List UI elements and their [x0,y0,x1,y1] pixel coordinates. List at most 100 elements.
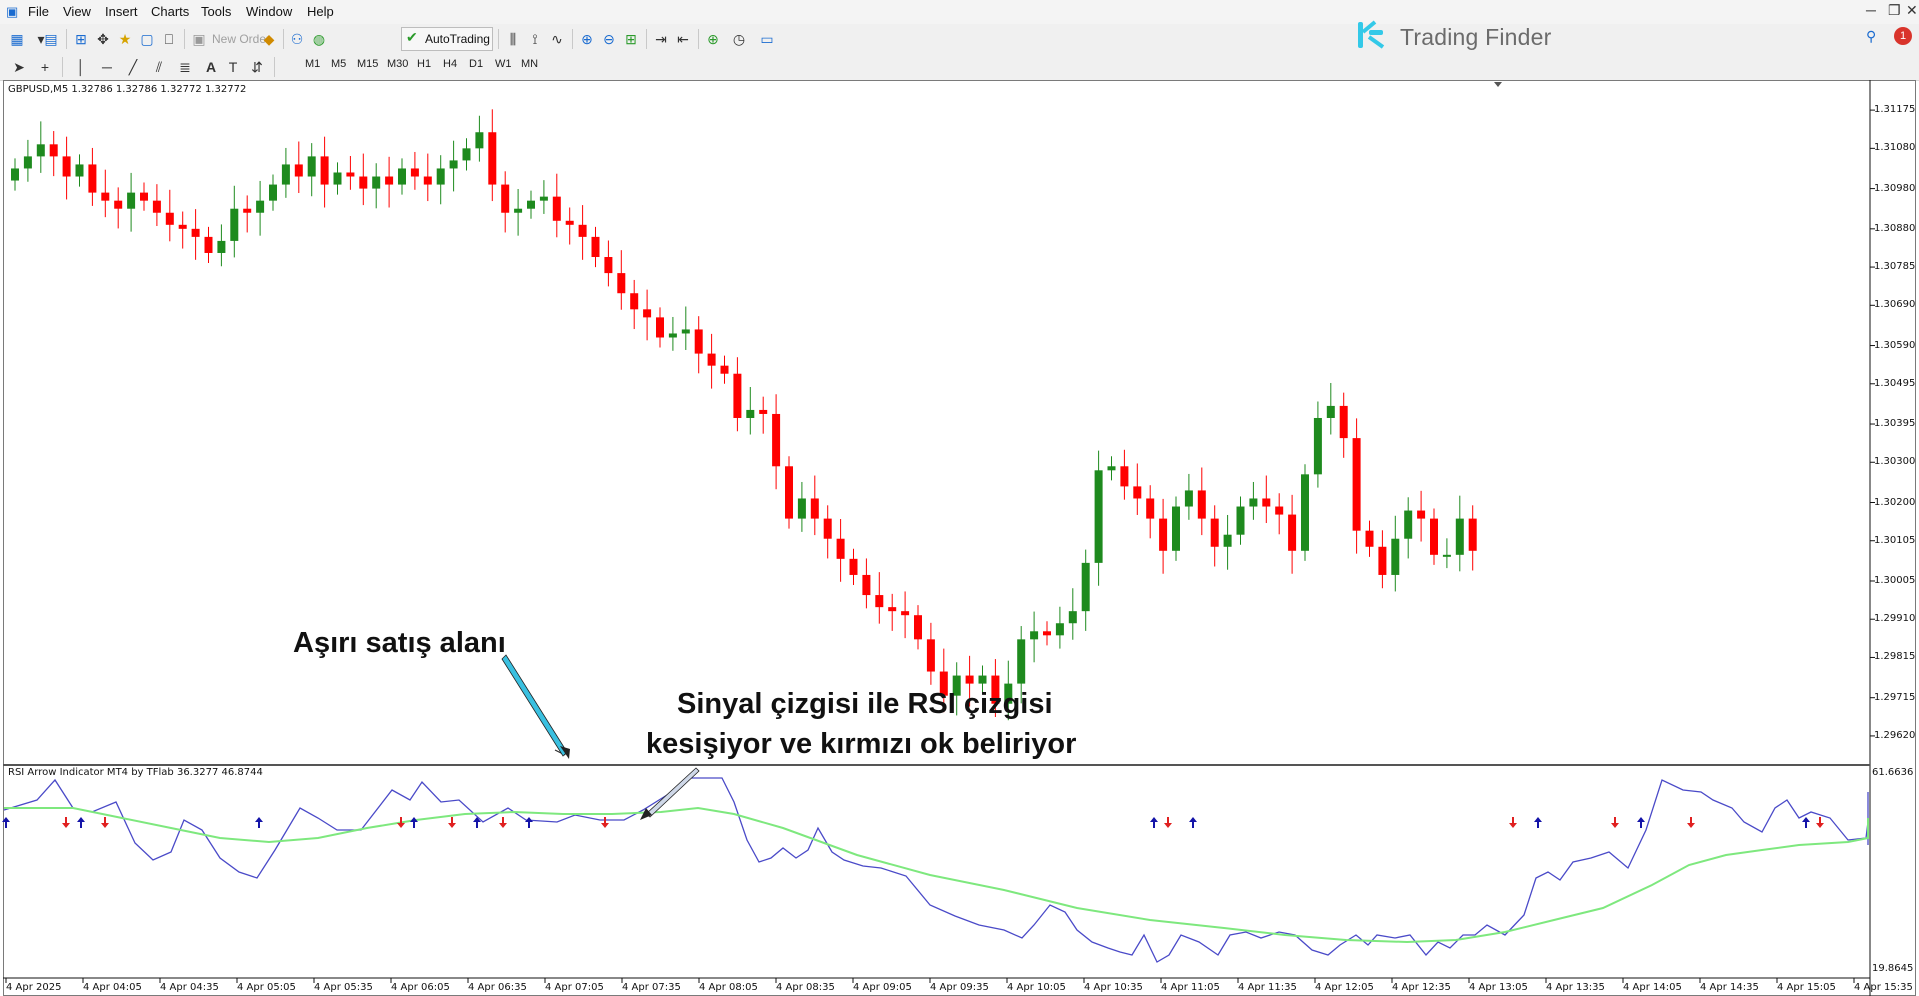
buy-arrow-icon [410,817,418,828]
timeframe-h4-button[interactable]: H4 [443,58,458,70]
candle [204,236,213,253]
candle [165,212,174,225]
timeframe-m15-button[interactable]: M15 [357,58,379,70]
candle [694,329,703,354]
menu-view[interactable]: View [63,4,91,19]
timeframe-h1-button[interactable]: H1 [417,58,432,70]
profiles-menu-icon[interactable]: ▤ [44,31,58,47]
market-icon[interactable]: ◍ [312,31,326,47]
annotation-arrow-cross-body [645,767,700,818]
market-watch-icon[interactable]: ⊞ [75,31,87,47]
timeframe-m5-button[interactable]: M5 [331,58,347,70]
candle [217,240,226,253]
candle [269,184,277,201]
autotrading-button[interactable]: ✔ AutoTrading [401,27,493,51]
candle [681,329,690,334]
candle [1313,417,1322,475]
new-chart-icon[interactable]: ▦ [10,31,24,47]
channel-icon[interactable]: ⫽ [155,59,163,75]
arrows-icon[interactable]: ⇵ [251,59,263,75]
zoom-in-icon[interactable]: ⊕ [581,31,593,47]
trendline-icon[interactable]: ╱ [128,59,138,75]
tester-icon[interactable]: ⎕ [164,31,174,47]
price-axis-label: 1.29910 [1874,613,1916,625]
indicators-icon[interactable]: ⊕ [707,31,719,47]
new-order-button[interactable]: New Order [212,32,271,46]
candle [1442,554,1451,557]
chart-window[interactable] [3,80,1916,996]
templates-icon[interactable]: ▭ [760,31,774,47]
timeframe-m30-button[interactable]: M30 [387,58,409,70]
menu-tools[interactable]: Tools [201,4,232,19]
text-label-icon[interactable]: T [228,59,238,75]
candle [888,607,897,612]
tile-windows-icon[interactable]: ⊞ [625,31,637,47]
candle [759,409,768,414]
candle [578,224,587,237]
cross-annotation-line1: Sinyal çizgisi ile RSI çizgisi [677,688,1053,720]
indicator-level-bottom: 19.8645 [1872,963,1914,974]
data-window-icon[interactable]: ✥ [97,31,109,47]
candle [307,156,316,177]
price-axis-label: 1.30200 [1874,496,1916,508]
bar-chart-icon[interactable]: ⫼ [509,31,517,47]
signals-icon[interactable]: ⚇ [290,31,304,47]
cursor-icon[interactable]: ➤ [13,59,25,75]
candle [1068,611,1077,624]
menu-charts[interactable]: Charts [151,4,190,19]
candle [49,144,58,157]
search-icon[interactable]: ⚲ [1866,28,1877,44]
timeframe-m1-button[interactable]: M1 [305,58,321,70]
autoscroll-icon[interactable]: ⇤ [677,31,689,47]
metaeditor-icon[interactable]: ◆ [263,31,275,47]
menu-window[interactable]: Window [246,4,293,19]
candle [617,273,626,294]
text-icon[interactable]: A [205,59,217,75]
periods-icon[interactable]: ◷ [732,31,746,47]
candle [720,365,729,374]
new-order-icon[interactable]: ▣ [192,31,206,47]
time-axis-label: 4 Apr 06:05 [391,982,450,993]
vertical-line-icon[interactable]: │ [76,59,86,75]
time-axis-label: 4 Apr 13:35 [1546,982,1605,993]
crosshair-icon[interactable]: + [40,59,50,75]
candlestick-icon[interactable]: ⟟ [532,31,538,47]
buy-arrow-icon [77,817,85,828]
restore-icon[interactable]: ❐ [1888,2,1901,18]
annotation-arrow-oversold-head [560,746,570,759]
candle [1236,506,1245,535]
chart-shift-icon[interactable]: ⇥ [655,31,667,47]
menu-help[interactable]: Help [307,4,334,19]
app-menu-icon[interactable]: ▣ [6,4,19,19]
terminal-icon[interactable]: ▢ [140,31,154,47]
timeframe-w1-button[interactable]: W1 [495,58,512,70]
candle [127,192,136,209]
time-axis-label: 4 Apr 15:05 [1777,982,1836,993]
candle [191,228,200,237]
minimize-icon[interactable]: ─ [1866,2,1876,18]
close-icon[interactable]: ✕ [1906,2,1918,18]
candle [810,498,819,519]
candle [952,675,961,696]
time-axis-label: 4 Apr 11:35 [1238,982,1297,993]
menu-file[interactable]: File [28,4,49,19]
navigator-icon[interactable]: ★ [118,31,132,47]
price-axis-label: 1.30395 [1874,418,1916,430]
candle [772,413,781,467]
candle [152,200,161,213]
candle [1365,530,1374,547]
profiles-icon[interactable]: ▾ [37,31,45,47]
horizontal-line-icon[interactable]: ─ [102,59,112,75]
notification-badge[interactable]: 1 [1894,27,1912,45]
sell-arrow-icon [1816,817,1824,828]
timeframe-d1-button[interactable]: D1 [469,58,484,70]
candle [1468,518,1477,551]
timeframe-mn-button[interactable]: MN [521,58,539,70]
line-chart-icon[interactable]: ∿ [551,31,563,47]
menu-insert[interactable]: Insert [105,4,138,19]
zoom-out-icon[interactable]: ⊖ [603,31,615,47]
candle [1055,623,1064,636]
candle [101,192,110,201]
fibonacci-icon[interactable]: ≣ [179,59,191,75]
